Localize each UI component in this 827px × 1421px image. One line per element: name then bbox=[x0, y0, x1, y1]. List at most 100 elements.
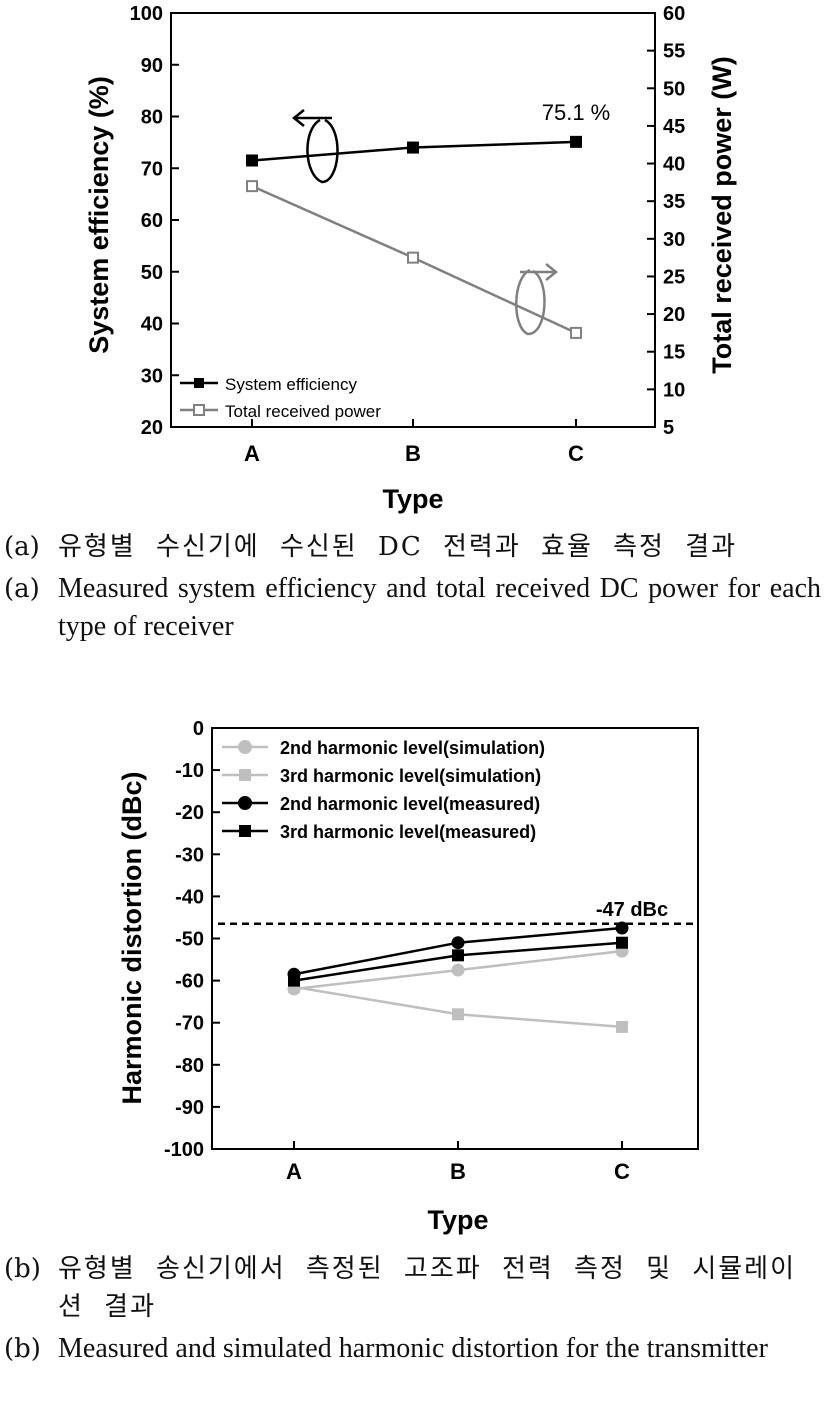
data-point bbox=[616, 936, 628, 949]
y-tick-label: 60 bbox=[141, 210, 163, 232]
y-tick-label: -70 bbox=[175, 1013, 204, 1035]
data-point bbox=[407, 141, 419, 154]
x-axis-ticks: A B C bbox=[244, 419, 584, 466]
caption-a-en-text: Measured system efficiency and total rec… bbox=[58, 573, 821, 642]
x-tick-label: A bbox=[244, 441, 260, 466]
y-axis-label: System efficiency (%) bbox=[84, 76, 114, 354]
y-tick-label: -50 bbox=[175, 929, 204, 951]
legend: System efficiency Total received power bbox=[180, 375, 381, 421]
y-tick-label: -60 bbox=[175, 971, 204, 993]
data-point bbox=[452, 1008, 464, 1021]
x-tick-label: C bbox=[614, 1159, 630, 1184]
y2-tick-label: 40 bbox=[663, 154, 685, 176]
x-axis-label: Type bbox=[427, 1205, 488, 1235]
data-point bbox=[452, 949, 464, 962]
caption-b-en-text: Measured and simulated harmonic distorti… bbox=[58, 1333, 768, 1364]
caption-b-english: (b) Measured and simulated harmonic dist… bbox=[4, 1330, 821, 1368]
y-tick-label: 20 bbox=[141, 417, 163, 439]
data-point bbox=[288, 974, 300, 987]
right-axis-arrow-icon bbox=[515, 263, 559, 336]
y2-tick-label: 15 bbox=[663, 342, 685, 364]
svg-text:2nd harmonic level(simulation): 2nd harmonic level(simulation) bbox=[280, 738, 545, 758]
x-tick-label: B bbox=[450, 1159, 466, 1184]
svg-text:3rd harmonic level(measured): 3rd harmonic level(measured) bbox=[280, 822, 536, 842]
caption-a-en-tag: (a) bbox=[4, 574, 40, 604]
y-tick-label: -80 bbox=[175, 1055, 204, 1077]
data-point bbox=[451, 936, 465, 950]
y2-tick-label: 20 bbox=[663, 304, 685, 326]
y-tick-label: -10 bbox=[175, 760, 204, 782]
y-tick-label: 100 bbox=[130, 3, 163, 25]
legend: 2nd harmonic level(simulation) 3rd harmo… bbox=[222, 738, 545, 842]
data-point bbox=[616, 1020, 628, 1033]
x-axis-label: Type bbox=[382, 484, 443, 514]
legend-item-total-received-power: Total received power bbox=[180, 402, 381, 421]
series-group bbox=[287, 921, 629, 1033]
y2-tick-label: 55 bbox=[663, 41, 685, 63]
caption-a: (a) 유형별 수신기에 수신된 DC 전력과 효율 측정 결과 (a) Mea… bbox=[4, 528, 821, 646]
y-tick-label: 70 bbox=[141, 158, 163, 180]
y-tick-label: -40 bbox=[175, 886, 204, 908]
caption-a-ko-text: 유형별 수신기에 수신된 DC 전력과 효율 측정 결과 bbox=[58, 532, 738, 562]
chart-harmonic-distortion: 0 -10 -20 -30 -40 -50 -60 -70 -80 -90 -100 A B C Har… bbox=[117, 718, 699, 1235]
left-axis-ticks: 20 30 40 50 60 70 80 90 100 bbox=[130, 3, 179, 439]
left-axis-arrow-icon bbox=[291, 109, 339, 184]
series-line-1 bbox=[293, 985, 623, 1029]
y2-tick-label: 10 bbox=[663, 379, 685, 401]
y2-tick-label: 60 bbox=[663, 3, 685, 25]
caption-b-ko-tag: (b) bbox=[4, 1254, 41, 1284]
reference-label: -47 dBc bbox=[596, 899, 668, 921]
caption-a-english: (a) Measured system efficiency and total… bbox=[4, 570, 821, 646]
svg-text:System efficiency: System efficiency bbox=[225, 375, 357, 394]
data-point bbox=[570, 326, 582, 339]
y-tick-label: -90 bbox=[175, 1097, 204, 1119]
caption-b-en-tag: (b) bbox=[4, 1334, 41, 1364]
caption-a-korean: (a) 유형별 수신기에 수신된 DC 전력과 효율 측정 결과 bbox=[4, 528, 821, 566]
x-axis-ticks: A B C bbox=[286, 1141, 630, 1184]
legend-item-3rd-measured: 3rd harmonic level(measured) bbox=[222, 822, 536, 842]
legend-item-3rd-sim: 3rd harmonic level(simulation) bbox=[222, 766, 541, 786]
x-tick-label: A bbox=[286, 1159, 302, 1184]
y2-tick-label: 35 bbox=[663, 191, 685, 213]
y2-tick-label: 5 bbox=[663, 417, 674, 439]
data-point bbox=[451, 963, 465, 977]
legend-item-system-efficiency: System efficiency bbox=[180, 375, 357, 394]
caption-b: (b) 유형별 송신기에서 측정된 고조파 전력 측정 및 시뮬레이션 결과 (… bbox=[4, 1250, 821, 1368]
data-point bbox=[615, 921, 629, 935]
svg-text:Total received power: Total received power bbox=[225, 402, 381, 421]
plot-frame bbox=[170, 12, 656, 428]
y-tick-label: -100 bbox=[164, 1139, 204, 1161]
x-tick-label: C bbox=[568, 441, 584, 466]
y-tick-label: 40 bbox=[141, 314, 163, 336]
y-axis-label: Harmonic distortion (dBc) bbox=[117, 771, 147, 1104]
y-axis-ticks: 0 -10 -20 -30 -40 -50 -60 -70 -80 -90 -100 bbox=[164, 718, 220, 1161]
y-tick-label: 50 bbox=[141, 262, 163, 284]
right-axis-ticks: 5 10 15 20 25 30 35 40 45 50 55 60 bbox=[647, 3, 685, 439]
y2-tick-label: 50 bbox=[663, 78, 685, 100]
caption-b-korean: (b) 유형별 송신기에서 측정된 고조파 전력 측정 및 시뮬레이션 결과 bbox=[4, 1250, 821, 1326]
y-tick-label: 0 bbox=[193, 718, 204, 740]
y-tick-label: 90 bbox=[141, 55, 163, 77]
legend-item-2nd-measured: 2nd harmonic level(measured) bbox=[222, 794, 540, 814]
y2-tick-label: 30 bbox=[663, 229, 685, 251]
y2-tick-label: 45 bbox=[663, 116, 685, 138]
caption-b-ko-text: 유형별 송신기에서 측정된 고조파 전력 측정 및 시뮬레이션 결과 bbox=[58, 1254, 797, 1322]
data-point bbox=[570, 135, 582, 148]
y-tick-label: 30 bbox=[141, 365, 163, 387]
data-point bbox=[407, 251, 419, 264]
series-group bbox=[246, 135, 582, 339]
data-point bbox=[246, 180, 258, 193]
legend-item-2nd-sim: 2nd harmonic level(simulation) bbox=[222, 738, 545, 758]
efficiency-annotation: 75.1 % bbox=[542, 100, 611, 125]
svg-text:3rd harmonic level(simulation): 3rd harmonic level(simulation) bbox=[280, 766, 541, 786]
caption-a-ko-tag: (a) bbox=[4, 532, 40, 562]
y2-tick-label: 25 bbox=[663, 266, 685, 288]
x-tick-label: B bbox=[405, 441, 421, 466]
data-point bbox=[246, 154, 258, 167]
y-tick-label: -30 bbox=[175, 844, 204, 866]
y2-axis-label: Total received power (W) bbox=[707, 56, 737, 374]
svg-text:2nd harmonic level(measured): 2nd harmonic level(measured) bbox=[280, 794, 540, 814]
y-tick-label: -20 bbox=[175, 802, 204, 824]
y-tick-label: 80 bbox=[141, 107, 163, 129]
